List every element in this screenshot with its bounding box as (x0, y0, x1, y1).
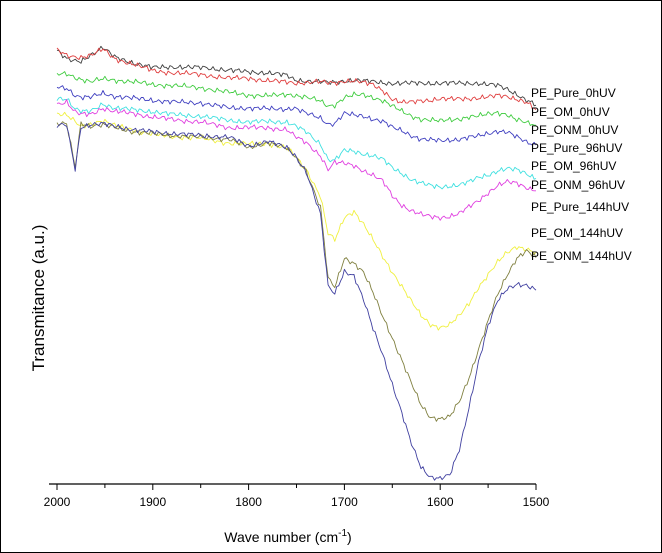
legend-label: PE_ONM_0hUV (531, 123, 618, 137)
x-tick-label: 1500 (523, 495, 550, 509)
series-line (56, 71, 537, 126)
series-line (56, 96, 537, 190)
series-line (56, 45, 537, 107)
legend-label: PE_Pure_0hUV (531, 86, 616, 100)
series-line (56, 111, 537, 331)
legend-label: PE_OM_0hUV (531, 105, 610, 119)
legend-label: PE_ONM_96hUV (531, 178, 625, 192)
x-tick-label: 1600 (427, 495, 454, 509)
series-line (56, 121, 537, 481)
series-line (56, 47, 537, 111)
y-axis-title: Transmitance (a.u.) (29, 225, 48, 372)
legend-label: PE_OM_96hUV (531, 159, 616, 173)
x-axis-title: Wave number (cm-1) (224, 528, 351, 545)
x-tick-label: 1800 (235, 495, 262, 509)
x-ticks: 2000 1900 1800 1700 1600 1500 (44, 484, 550, 509)
series-line (56, 99, 536, 221)
x-axis-title-sup: -1 (338, 528, 347, 539)
x-tick-label: 1700 (331, 495, 358, 509)
legend-label: PE_OM_144hUV (531, 226, 623, 240)
legend-label: PE_Pure_144hUV (531, 200, 629, 214)
x-tick-label: 2000 (44, 495, 71, 509)
series-line (56, 121, 537, 422)
x-axis-title-main: Wave number (cm (224, 529, 338, 545)
legend: PE_Pure_0hUV PE_OM_0hUV PE_ONM_0hUV PE_Pure… (531, 86, 632, 263)
series-lines (56, 45, 537, 481)
x-axis-title-suffix: ) (347, 529, 352, 545)
legend-label: PE_ONM_144hUV (531, 249, 632, 263)
legend-label: PE_Pure_96hUV (531, 141, 622, 155)
x-tick-label: 1900 (139, 495, 166, 509)
series-line (56, 85, 537, 146)
